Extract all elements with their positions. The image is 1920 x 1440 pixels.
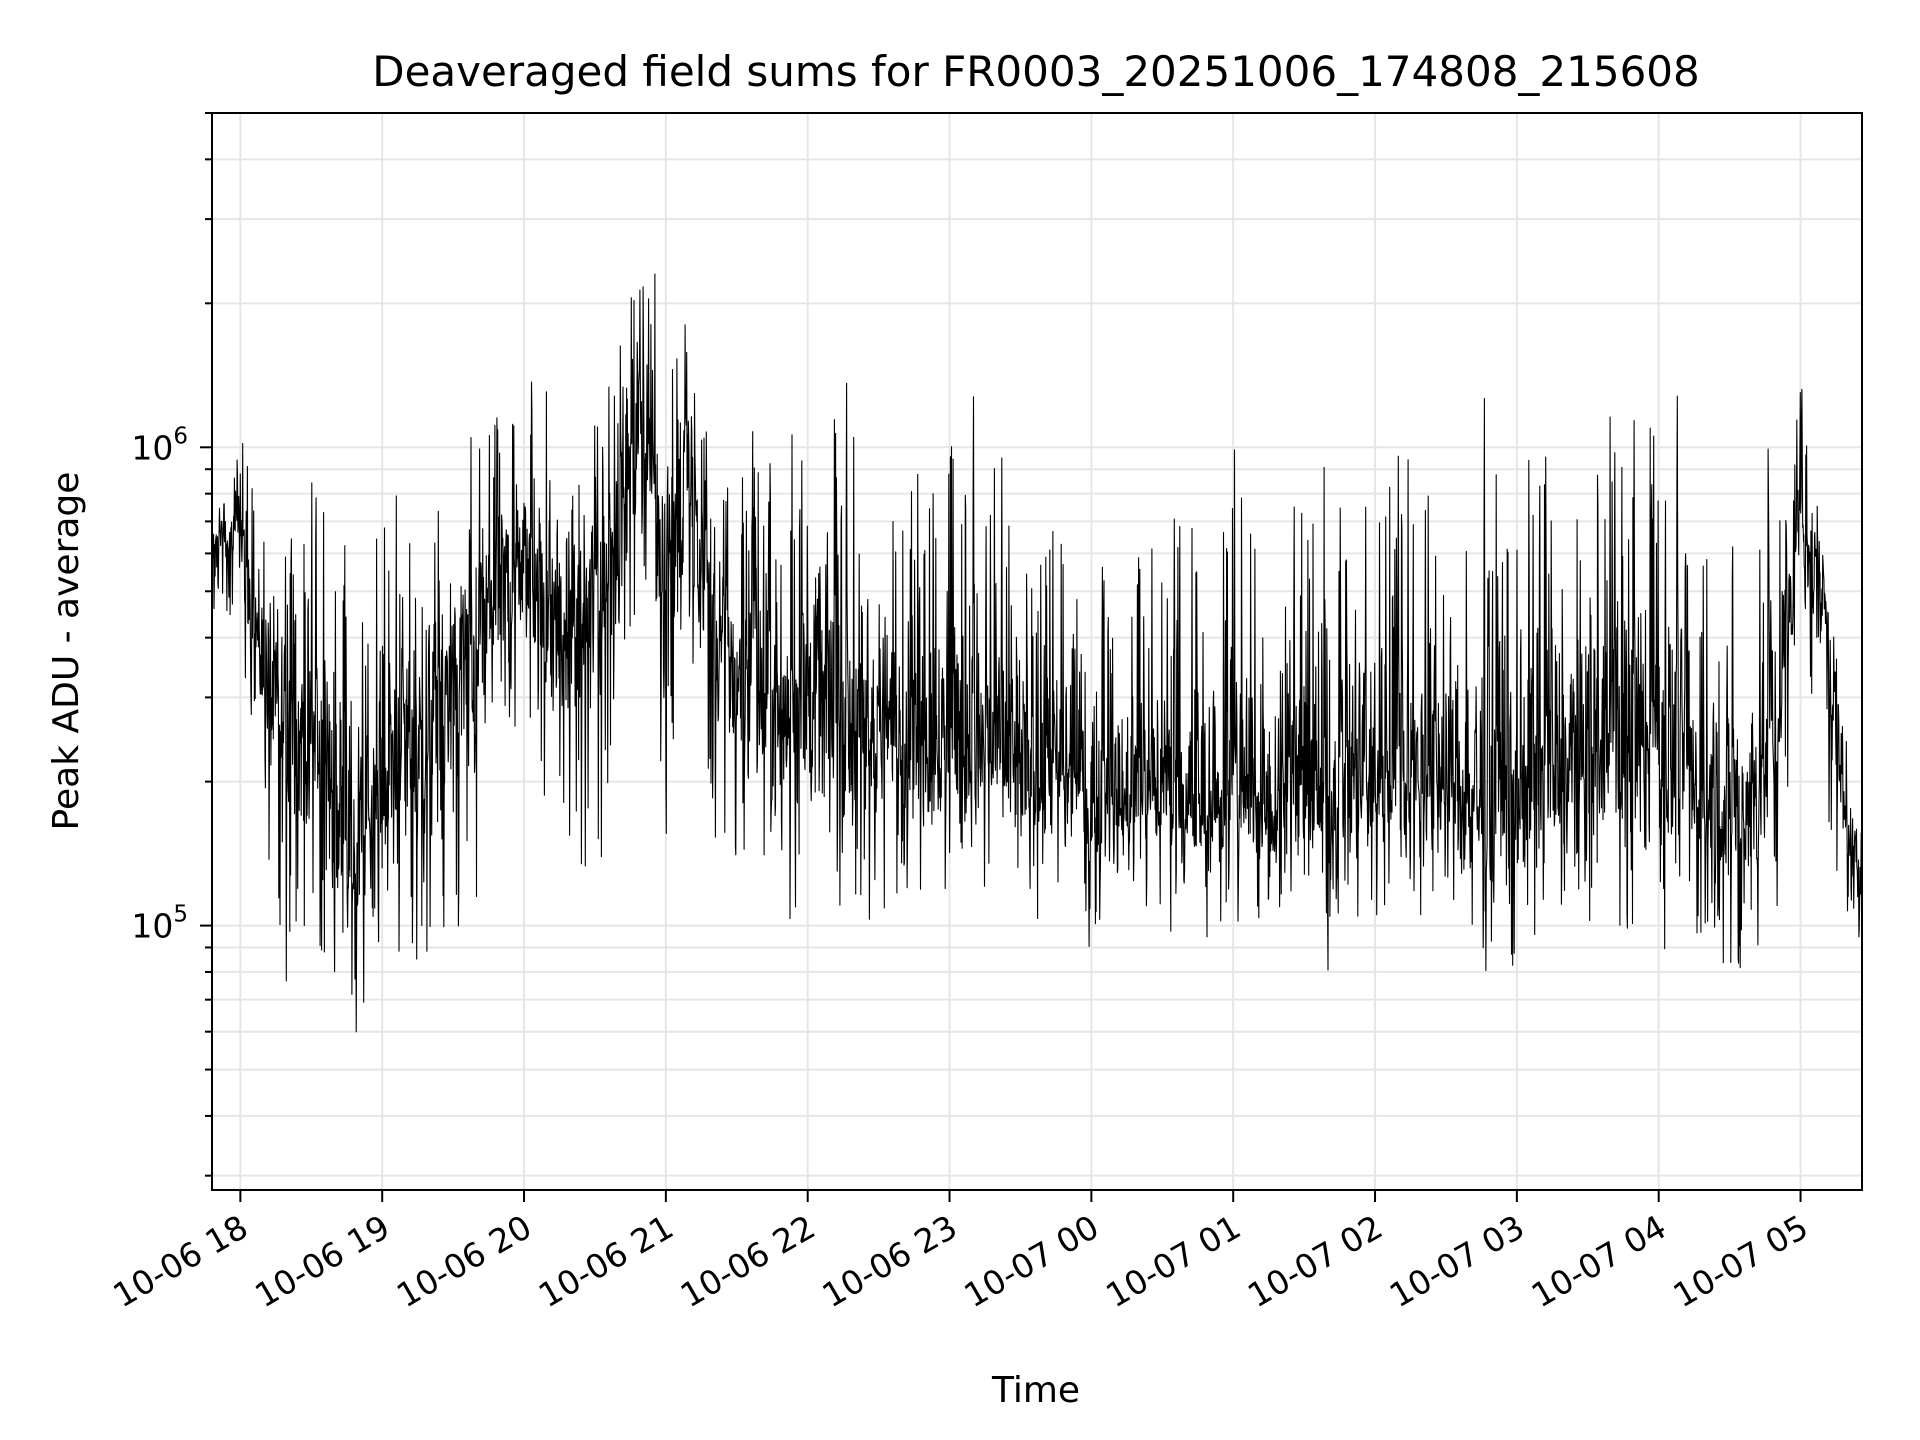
plot-area bbox=[211, 273, 1863, 1033]
series-line bbox=[211, 273, 1863, 1033]
y-tick-label: 105 bbox=[131, 902, 188, 946]
y-axis-label: Peak ADU - average bbox=[46, 472, 87, 831]
y-tick-label: 106 bbox=[131, 423, 188, 467]
x-axis-label: Time bbox=[991, 1370, 1080, 1411]
chart-title: Deaveraged field sums for FR0003_2025100… bbox=[372, 47, 1700, 96]
plot-frame bbox=[211, 112, 1863, 1191]
